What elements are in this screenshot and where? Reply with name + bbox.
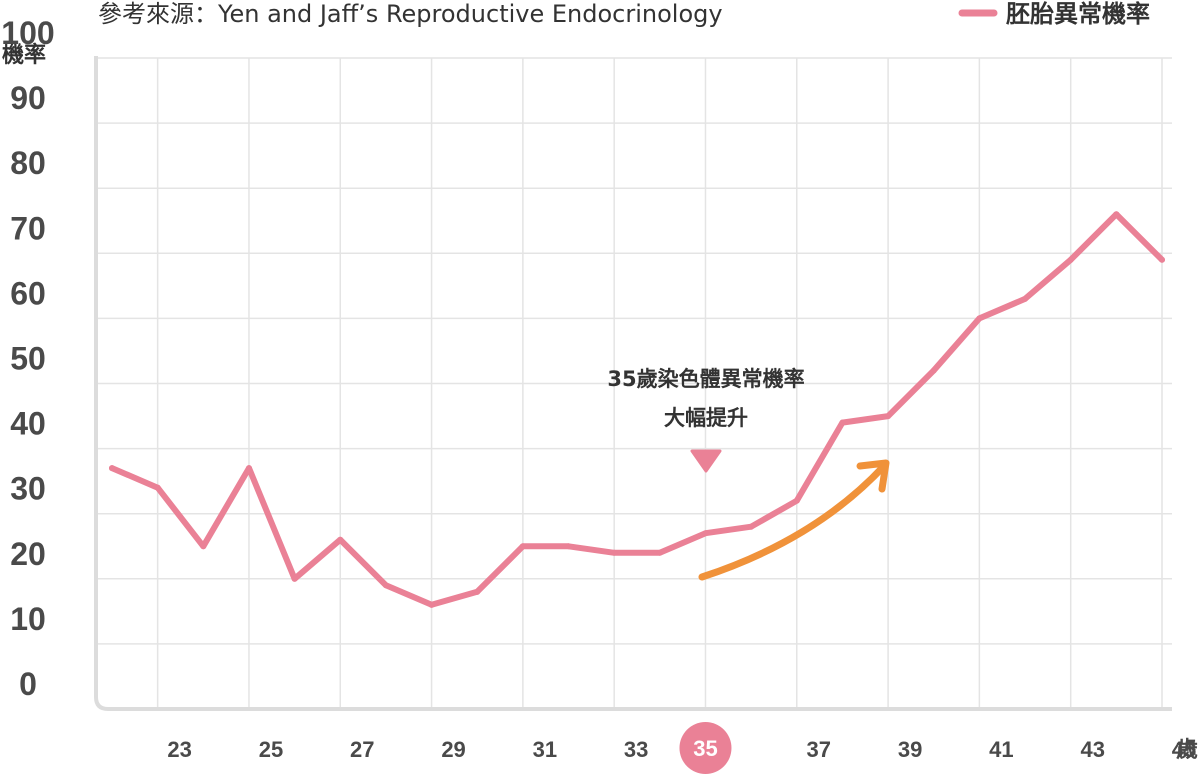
data-point	[611, 549, 618, 556]
y-axis-title: 機率	[2, 42, 46, 68]
data-point	[154, 484, 161, 491]
y-tick-label: 70	[10, 210, 46, 246]
data-point	[976, 315, 983, 322]
y-tick-label: 60	[10, 275, 46, 311]
source-note: 參考來源：Yen and Jaff’s Reproductive Endocri…	[98, 0, 723, 28]
annotation: 35歲染色體異常機率 大幅提升	[607, 367, 805, 473]
data-point	[382, 582, 389, 589]
x-tick-labels: 23 25 27 29 31 33 35 37 39 41 43 45	[167, 722, 1196, 774]
trend-arrow-icon	[698, 459, 890, 581]
x-tick-label: 31	[533, 737, 557, 762]
legend: 胚胎異常機率	[958, 0, 1150, 28]
data-point	[656, 549, 663, 556]
x-tick-label: 27	[350, 737, 374, 762]
data-point	[885, 413, 892, 420]
data-point	[1067, 256, 1074, 263]
axis-frame	[94, 56, 1172, 711]
y-tick-label: 50	[10, 341, 46, 377]
data-point	[793, 497, 800, 504]
y-tick-label: 100	[1, 15, 54, 51]
x-tick-label: 29	[441, 737, 465, 762]
data-point	[291, 575, 298, 582]
x-tick-label: 33	[624, 737, 648, 762]
y-tick-label: 90	[10, 80, 46, 116]
data-point	[930, 367, 937, 374]
grid	[96, 57, 1172, 709]
x-tick-label: 43	[1080, 737, 1104, 762]
x-tick-label: 41	[989, 737, 1013, 762]
x-tick-label: 37	[807, 737, 831, 762]
y-tick-label: 40	[10, 406, 46, 442]
data-point	[565, 543, 572, 550]
x-axis-unit: 歲	[1176, 738, 1198, 763]
x-tick-label-highlight: 35	[693, 736, 717, 761]
series-line	[109, 211, 1165, 608]
data-point	[428, 601, 435, 608]
data-point	[1159, 256, 1165, 263]
data-point	[519, 543, 526, 550]
legend-label: 胚胎異常機率	[1005, 0, 1150, 28]
data-point	[748, 523, 755, 530]
data-point	[474, 588, 481, 595]
y-tick-label: 0	[19, 666, 37, 702]
x-tick-label: 39	[898, 737, 922, 762]
highlight-tick-badge	[679, 722, 732, 774]
data-point	[839, 419, 846, 426]
x-tick-label: 23	[167, 737, 191, 762]
data-point	[245, 465, 252, 472]
annotation-line-2: 大幅提升	[664, 406, 748, 430]
data-point	[1113, 211, 1120, 218]
data-point	[1022, 295, 1029, 302]
data-point	[702, 530, 709, 537]
annotation-pointer-icon	[690, 449, 722, 473]
data-point	[109, 465, 115, 472]
data-points	[109, 211, 1165, 608]
x-tick-label: 25	[259, 737, 283, 762]
y-tick-label: 30	[10, 471, 46, 507]
y-tick-label: 20	[10, 536, 46, 572]
data-point	[200, 543, 207, 550]
annotation-line-1: 35歲染色體異常機率	[607, 367, 804, 391]
y-tick-labels: 0 10 20 30 40 50 60 70 80 90 100	[1, 15, 54, 702]
x-tick-label: 45	[1172, 737, 1196, 762]
y-tick-label: 80	[10, 145, 46, 181]
y-tick-label: 10	[10, 601, 46, 637]
data-point	[337, 536, 344, 543]
